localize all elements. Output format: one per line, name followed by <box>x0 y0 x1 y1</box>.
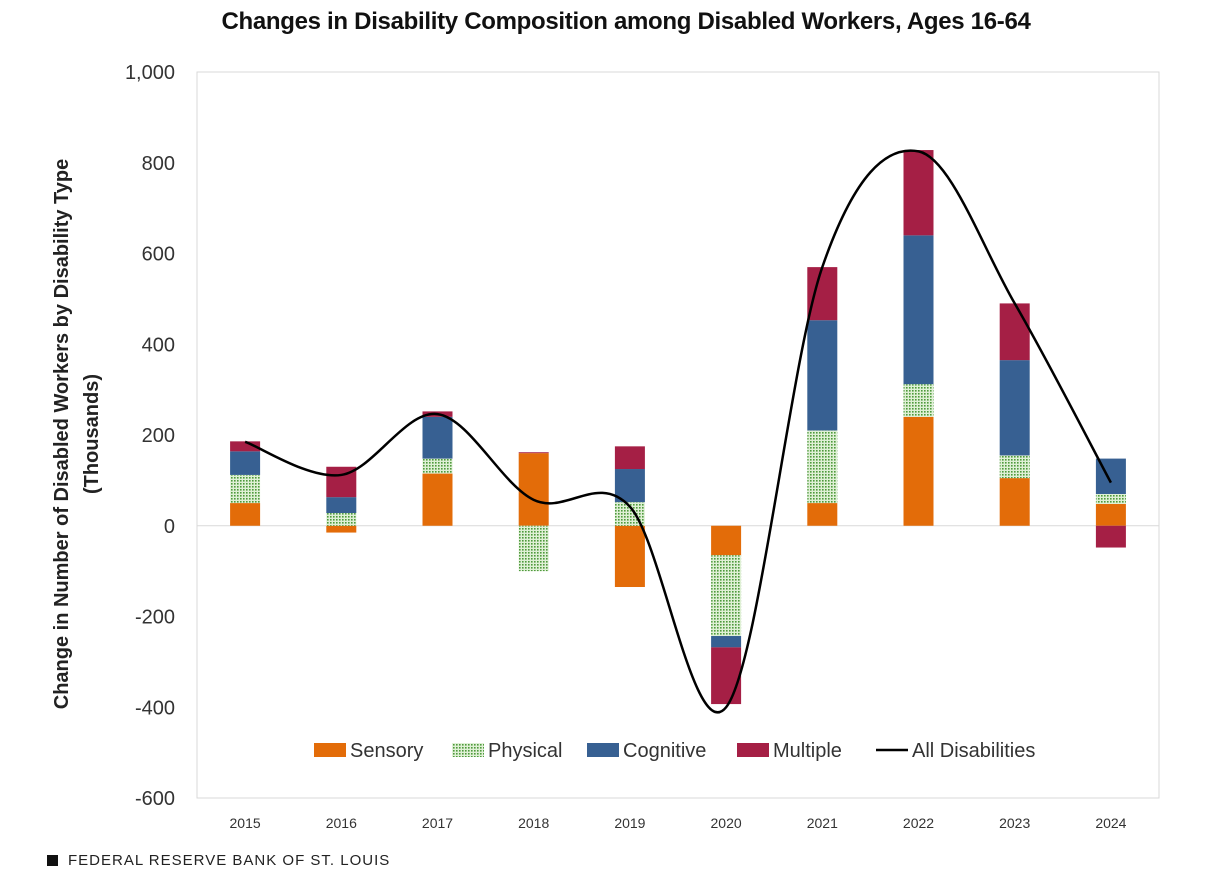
x-tick-label: 2024 <box>1095 815 1126 831</box>
x-tick-label: 2017 <box>422 815 453 831</box>
x-axis: 2015 2016 2017 2018 2019 2020 2021 2022 2023 2024 <box>230 815 1127 831</box>
square-icon <box>47 855 58 866</box>
bar-multiple-2023 <box>999 303 1030 361</box>
y-tick-label: 400 <box>142 334 175 356</box>
plot-area <box>196 71 1160 799</box>
legend: Sensory Physical Cognitive Multiple All Disa… <box>314 740 1035 762</box>
bar-physical-2022 <box>903 384 934 417</box>
y-axis-title-line-1: Change in Number of Disabled Workers by … <box>51 159 73 710</box>
x-tick-label: 2019 <box>614 815 645 831</box>
bar-multiple-2022 <box>903 150 934 236</box>
bar-cognitive-2016 <box>326 497 357 514</box>
bar-sensory-2023 <box>999 478 1030 526</box>
bar-physical-2016 <box>326 513 357 526</box>
y-tick-label: -200 <box>135 607 175 629</box>
bar-physical-2015 <box>230 474 261 504</box>
bar-sensory-2017 <box>422 473 453 526</box>
bar-multiple-2015 <box>230 441 261 452</box>
legend-label-physical: Physical <box>488 740 562 762</box>
y-tick-label: 800 <box>142 153 175 175</box>
x-tick-label: 2020 <box>711 815 742 831</box>
bar-sensory-2018 <box>518 453 549 526</box>
y-tick-label: -400 <box>135 697 175 719</box>
y-axis-title: Change in Number of Disabled Workers by … <box>51 159 103 710</box>
bar-physical-2020 <box>711 555 742 637</box>
x-tick-label: 2023 <box>999 815 1030 831</box>
bar-sensory-2024 <box>1095 503 1126 526</box>
legend-swatch-multiple <box>737 743 769 757</box>
y-tick-label: 1,000 <box>125 62 175 84</box>
bar-multiple-2019 <box>614 446 645 470</box>
x-tick-label: 2015 <box>230 815 261 831</box>
bar-sensory-2022 <box>903 416 934 526</box>
bar-cognitive-2022 <box>903 235 934 385</box>
bar-sensory-2015 <box>230 503 261 526</box>
legend-swatch-cognitive <box>587 743 619 757</box>
chart-title: Changes in Disability Composition among … <box>221 8 1031 35</box>
legend-swatch-sensory <box>314 743 346 757</box>
bar-physical-2021 <box>807 430 838 504</box>
y-tick-label: 200 <box>142 425 175 447</box>
bar-cognitive-2020 <box>711 636 742 648</box>
legend-label-multiple: Multiple <box>773 740 842 762</box>
bar-cognitive-2017 <box>422 416 453 459</box>
bar-multiple-2018 <box>518 452 549 454</box>
legend-swatch-physical <box>452 743 484 757</box>
x-tick-label: 2018 <box>518 815 549 831</box>
legend-label-cognitive: Cognitive <box>623 740 706 762</box>
bar-physical-2017 <box>422 458 453 474</box>
y-tick-label: -600 <box>135 788 175 810</box>
y-tick-label: 600 <box>142 244 175 266</box>
bar-sensory-2016 <box>326 525 357 533</box>
y-tick-label: 0 <box>164 516 175 538</box>
x-tick-label: 2022 <box>903 815 934 831</box>
series-line-all-disabilities <box>244 149 1113 714</box>
bar-sensory-2021 <box>807 503 838 526</box>
y-axis: -600 -400 -200 0 200 400 600 800 1,000 <box>125 62 1159 810</box>
bar-sensory-2019 <box>614 525 645 588</box>
line-layer <box>244 149 1113 714</box>
bar-physical-2023 <box>999 455 1030 479</box>
bar-multiple-2024 <box>1095 525 1126 548</box>
y-axis-title-line-2: (Thousands) <box>81 374 103 494</box>
legend-label-all-disabilities: All Disabilities <box>912 740 1035 762</box>
bar-multiple-2021 <box>807 267 838 321</box>
bar-physical-2024 <box>1095 493 1126 504</box>
bar-cognitive-2019 <box>614 469 645 503</box>
bar-multiple-2020 <box>711 647 742 705</box>
footer-source: FEDERAL RESERVE BANK OF ST. LOUIS <box>68 852 391 869</box>
bar-cognitive-2023 <box>999 360 1030 456</box>
footer: FEDERAL RESERVE BANK OF ST. LOUIS <box>47 852 390 869</box>
bar-sensory-2020 <box>711 525 742 556</box>
legend-label-sensory: Sensory <box>350 740 423 762</box>
x-tick-label: 2016 <box>326 815 357 831</box>
bar-cognitive-2021 <box>807 320 838 431</box>
bar-physical-2018 <box>518 525 549 572</box>
bar-cognitive-2015 <box>230 451 261 475</box>
x-tick-label: 2021 <box>807 815 838 831</box>
bars <box>230 150 1126 705</box>
